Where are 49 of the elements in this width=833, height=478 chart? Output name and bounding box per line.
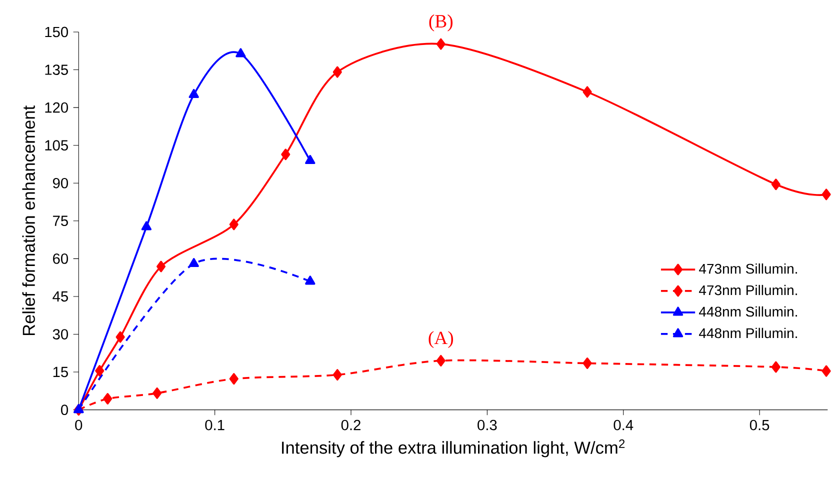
x-tick-label: 0.3 <box>478 420 497 430</box>
annotation: (A) <box>428 331 454 348</box>
point <box>305 276 316 285</box>
y-tick-label: 15 <box>53 367 68 378</box>
y-tick-label: 30 <box>52 329 68 340</box>
y-tick-label: 60 <box>53 254 68 264</box>
y-tick-label: 105 <box>45 140 68 151</box>
point <box>822 188 831 200</box>
legend-label: 473nm Pillumin. <box>699 285 797 296</box>
point <box>305 155 316 164</box>
point <box>582 358 592 370</box>
point <box>436 38 446 50</box>
x-tick-label: 0.5 <box>750 420 770 430</box>
point <box>771 361 780 373</box>
point <box>116 331 125 343</box>
y-tick-label: 90 <box>52 178 68 188</box>
point <box>141 221 152 230</box>
point <box>156 260 166 272</box>
point <box>822 365 831 377</box>
y-tick-label: 150 <box>45 26 68 38</box>
legend-label: 473nm Sillumin. <box>699 264 797 274</box>
x-tick-label: 0.2 <box>341 420 360 430</box>
point <box>332 66 342 78</box>
x-tick-label: 0 <box>75 420 82 430</box>
point <box>281 148 290 160</box>
y-tick-label: 0 <box>61 404 68 416</box>
point <box>236 48 246 58</box>
point <box>436 355 446 367</box>
point <box>582 86 592 98</box>
y-tick-label: 120 <box>45 102 68 113</box>
point <box>771 178 780 190</box>
y-tick-label: 75 <box>53 216 68 226</box>
point <box>332 369 342 381</box>
annotation: (B) <box>429 14 453 32</box>
point <box>188 89 199 98</box>
point <box>103 393 112 405</box>
point <box>229 373 238 385</box>
point <box>229 218 238 230</box>
y-axis-title: Relief formation enhancement <box>22 106 35 336</box>
x-axis-title: Intensity of the extra illumination light, W/cm$^{2}$ <box>282 439 625 458</box>
legend-label: 448nm Sillumin. <box>699 306 797 317</box>
legend-label: 448nm Pillumin. <box>699 328 797 338</box>
point <box>152 388 162 400</box>
x-tick-label: 0.1 <box>205 420 224 430</box>
point <box>95 365 104 377</box>
y-tick-label: 135 <box>45 64 68 76</box>
x-tick-label: 0.4 <box>614 420 634 430</box>
y-tick-label: 45 <box>52 291 68 302</box>
point <box>188 258 199 268</box>
